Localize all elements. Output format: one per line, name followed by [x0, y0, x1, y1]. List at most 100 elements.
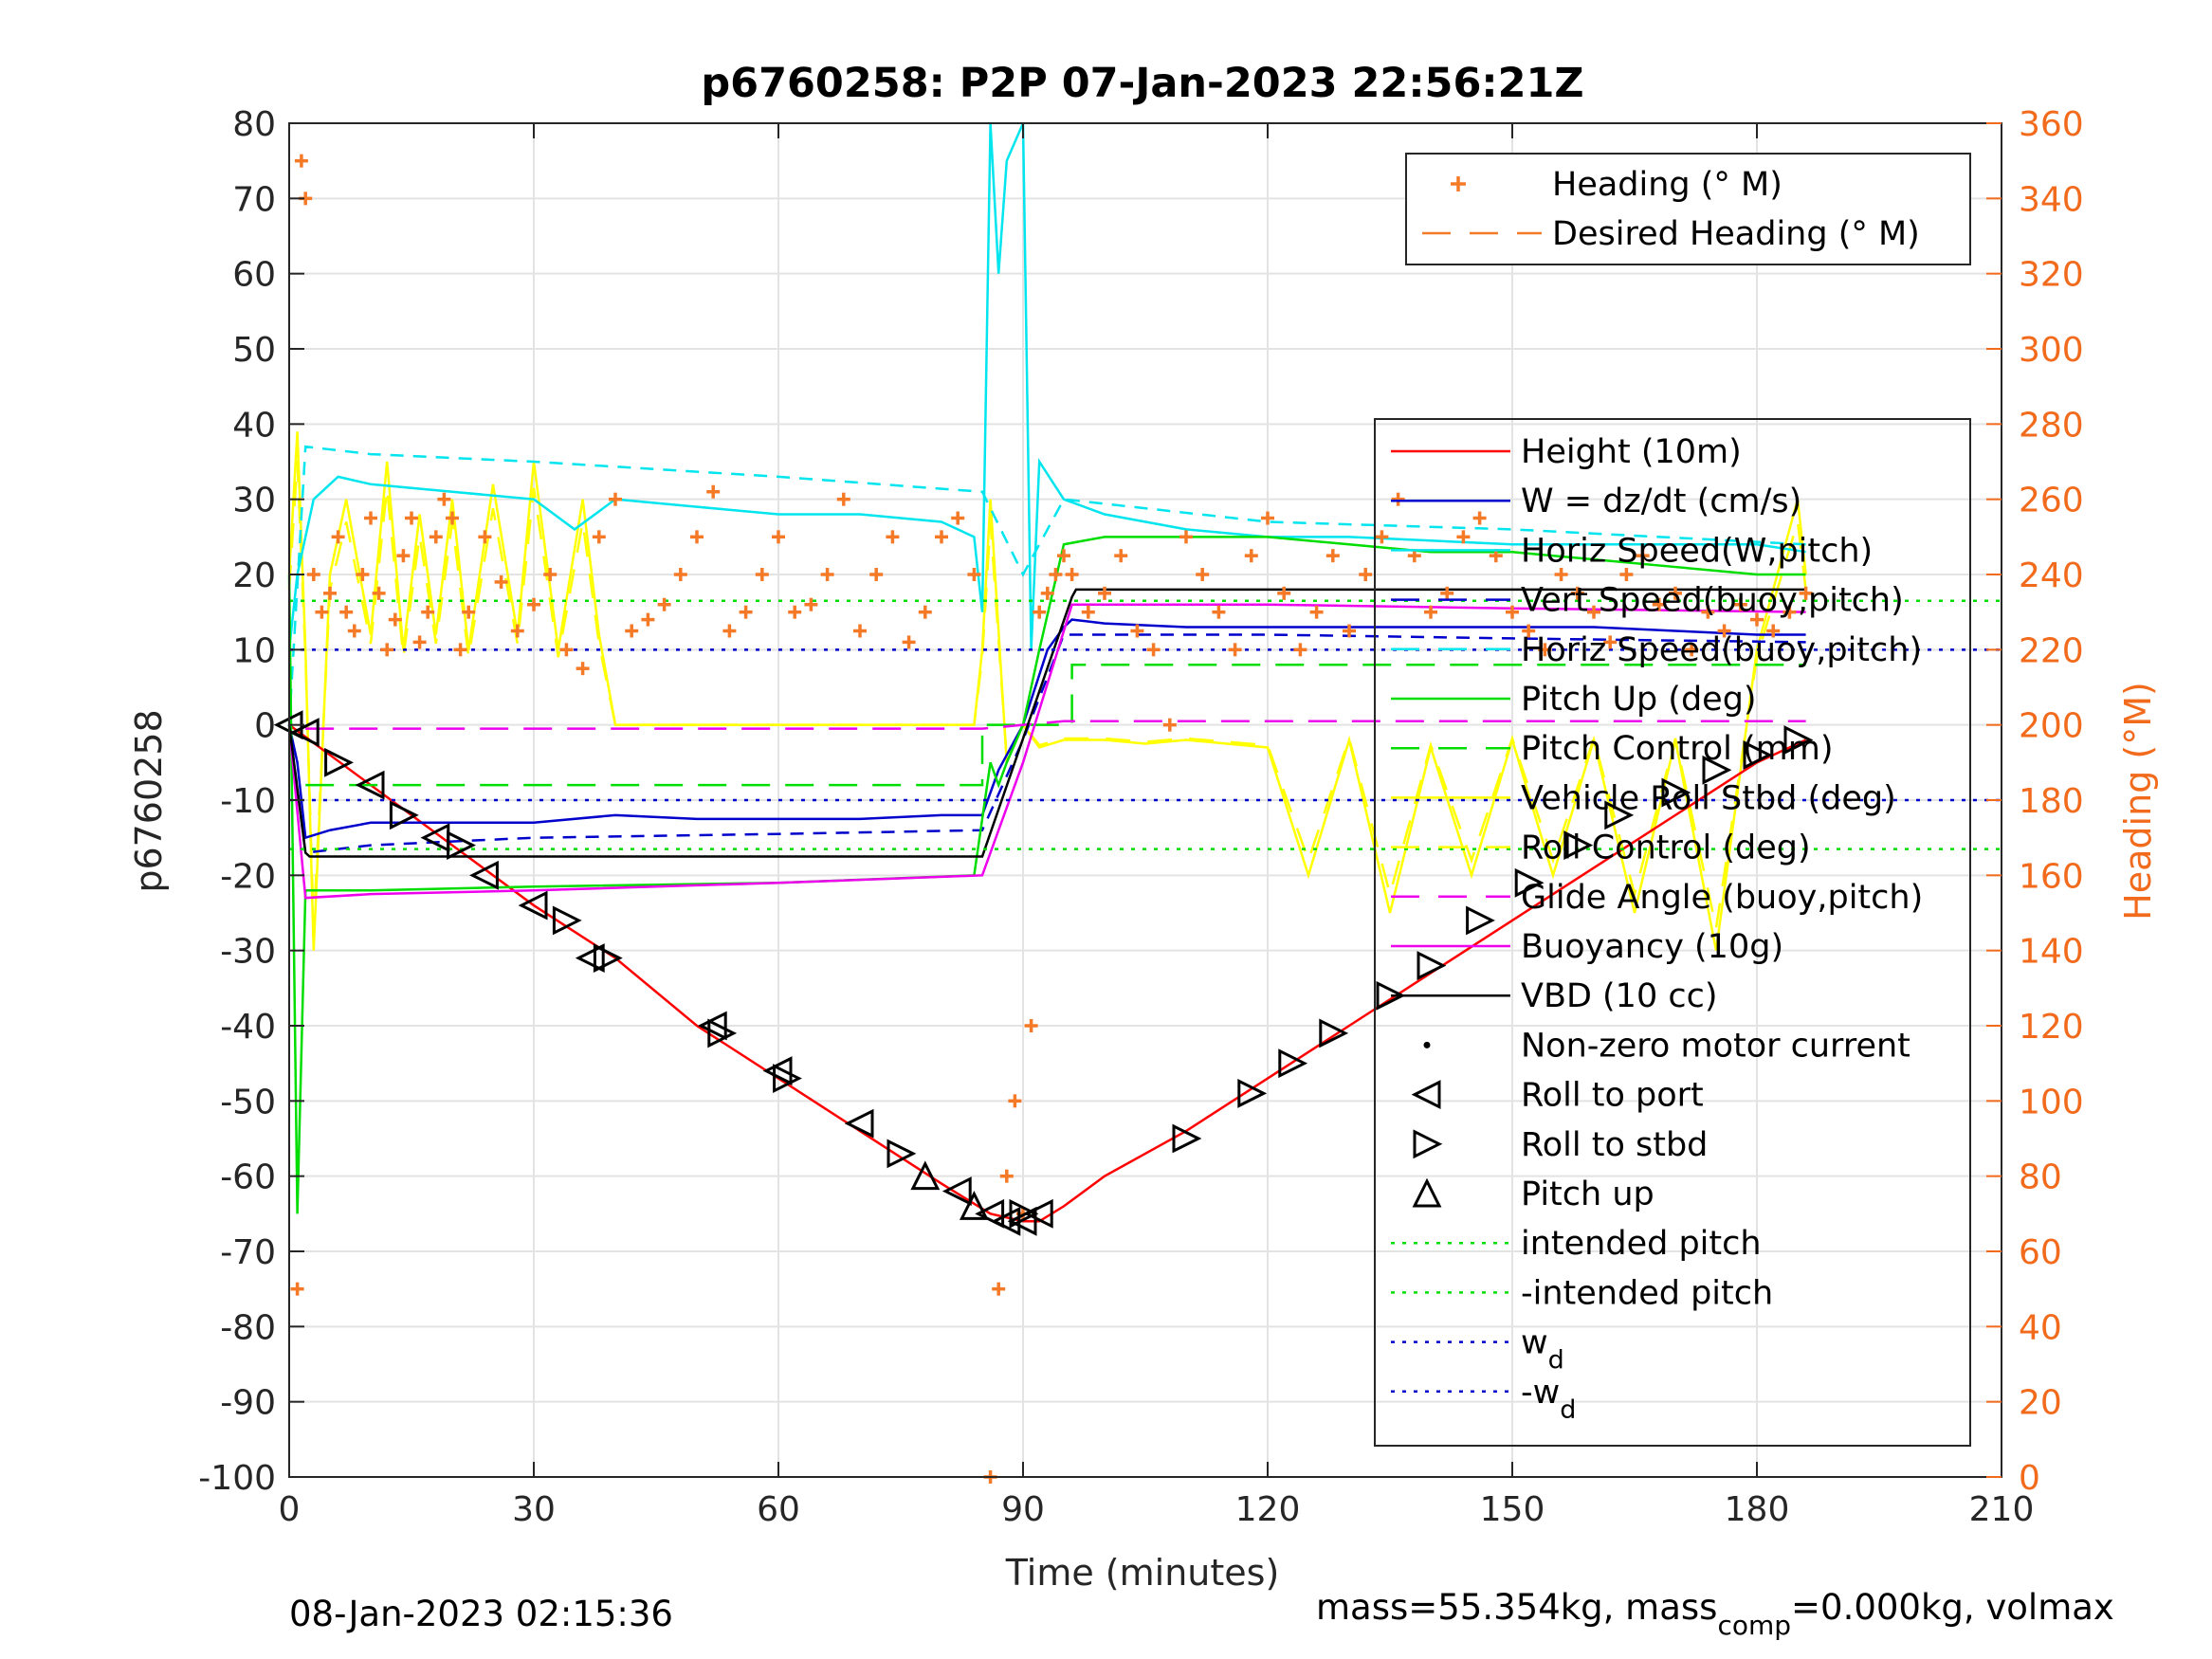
heading-point [1440, 586, 1454, 600]
legend-heading-item: Desired Heading (° M) [1422, 215, 1920, 253]
y-right-tick-label: 120 [2019, 1008, 2084, 1047]
marker-roll-port [762, 1056, 793, 1086]
heading-point [804, 597, 818, 611]
y-right-tick-label: 140 [2019, 933, 2084, 972]
heading-point [1587, 605, 1600, 619]
heading-point [1522, 624, 1536, 638]
marker-roll-stbd [1661, 777, 1691, 808]
heading-point [1277, 586, 1291, 600]
y-tick-label: -60 [220, 1158, 276, 1197]
heading-point [510, 624, 524, 638]
legend-label: -intended pitch [1521, 1274, 1773, 1312]
marker-roll-port [575, 943, 605, 974]
legend-main-item: -intended pitch [1391, 1274, 1773, 1312]
heading-point [1343, 624, 1356, 638]
marker-roll-port [355, 770, 385, 800]
heading-point [339, 605, 354, 619]
heading-point [886, 530, 900, 544]
x-tick-label: 120 [1235, 1490, 1301, 1529]
legend-main-item: Roll to port [1411, 1077, 1704, 1115]
heading-point [1146, 643, 1161, 657]
heading-point [853, 624, 867, 638]
legend-label: Heading (° M) [1552, 166, 1782, 204]
marker-roll-stbd [707, 1018, 738, 1048]
legend-main-item: Roll to stbd [1413, 1126, 1708, 1164]
legend-label: Vert Speed(buoy,pitch) [1521, 582, 1904, 620]
footer-timestamp: 08-Jan-2023 02:15:36 [289, 1594, 673, 1634]
marker-roll-stbd [1604, 800, 1635, 830]
y-right-tick-label: 180 [2019, 782, 2084, 821]
heading-point [421, 605, 435, 619]
footer-mass-prefix: mass=55.354kg, mass [1316, 1587, 1717, 1628]
y-right-tick-label: 340 [2019, 180, 2084, 219]
heading-point [388, 612, 402, 627]
heading-point [396, 549, 411, 563]
legend-sample [1423, 1041, 1431, 1048]
heading-point [1554, 568, 1568, 581]
heading-point [1024, 1019, 1038, 1032]
y-right-tick-label: 320 [2019, 256, 2084, 295]
legend-sample [1412, 1177, 1442, 1208]
heading-point [446, 511, 459, 525]
heading-point [722, 624, 737, 638]
heading-point [1228, 643, 1242, 657]
marker-roll-port [1007, 1206, 1037, 1236]
heading-point [1603, 635, 1618, 649]
y-tick-label: -100 [198, 1459, 276, 1498]
heading-point [1081, 605, 1095, 619]
heading-point [1008, 1094, 1022, 1108]
marker-roll-port [469, 860, 499, 890]
heading-point [1359, 568, 1373, 581]
marker-roll-stbd [1278, 1048, 1308, 1079]
heading-point [347, 624, 361, 638]
heading-point [290, 1282, 304, 1296]
legend-main-item: Vehicle Roll Stbd (deg) [1391, 779, 1896, 817]
heading-point [576, 662, 590, 676]
marker-roll-port [518, 890, 548, 921]
legend-main-item: Roll Control (deg) [1391, 830, 1811, 867]
legend-main-item: Pitch Up (deg) [1391, 681, 1757, 719]
y-tick-label: 70 [232, 180, 276, 219]
legend-main-item: -wd [1391, 1374, 1576, 1425]
x-tick-label: 210 [1969, 1490, 2035, 1529]
legend-main-item: Horiz Speed(buoy,pitch) [1391, 631, 1922, 669]
series-vbd-10-cc [287, 588, 1806, 858]
legend-label: -wd [1521, 1374, 1576, 1425]
legend-label: Pitch Up (deg) [1521, 681, 1757, 719]
marker-roll-port [697, 1011, 727, 1041]
y-right-tick-label: 0 [2019, 1459, 2040, 1498]
legend-sample [1411, 1080, 1441, 1110]
marker-pitch-up [910, 1160, 941, 1191]
heading-point [356, 568, 370, 581]
heading-point [372, 586, 386, 600]
marker-roll-stbd [1466, 905, 1495, 936]
heading-point [559, 643, 574, 657]
y-tick-label: -10 [220, 782, 276, 821]
heading-point [1325, 549, 1340, 563]
y-axis-right-label: Heading (°M) [2117, 682, 2159, 921]
legend-main-item: intended pitch [1391, 1225, 1762, 1263]
legend-heading: Heading (° M) Desired Heading (° M) [1405, 153, 1971, 265]
y-tick-label: 0 [254, 707, 276, 746]
legend-label: Roll Control (deg) [1521, 830, 1811, 867]
heading-point [1685, 643, 1699, 657]
marker-roll-stbd [1563, 830, 1594, 861]
heading-point [543, 568, 558, 581]
marker-roll-port [289, 718, 320, 748]
heading-point [592, 530, 606, 544]
heading-point [836, 492, 850, 506]
legend-main-item: Buoyancy (10g) [1391, 928, 1783, 966]
legend-label: W = dz/dt (cm/s) [1521, 483, 1801, 520]
legend-label: Horiz Speed(W,pitch) [1521, 532, 1873, 570]
y-tick-label: 80 [232, 105, 276, 144]
legend-label: Pitch up [1521, 1176, 1654, 1213]
legend-label: intended pitch [1521, 1225, 1762, 1263]
series-glide-angle-buoy-pitch [305, 720, 1806, 730]
heading-point [869, 568, 884, 581]
heading-point [1652, 597, 1666, 611]
marker-roll-stbd [552, 905, 582, 936]
marker-roll-port [975, 1198, 1005, 1229]
heading-point [673, 568, 687, 581]
heading-point [1057, 549, 1070, 563]
